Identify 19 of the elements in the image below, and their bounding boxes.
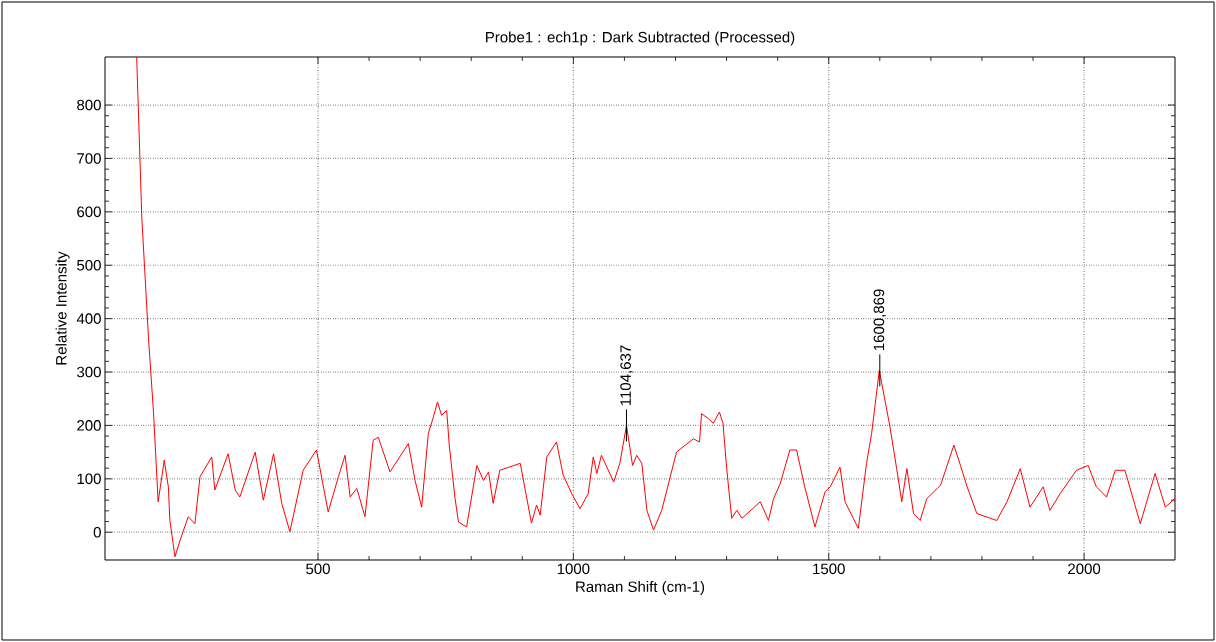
annotation: 1600,869 [873,289,886,351]
y-tick-label: 0 [93,526,101,538]
y-tick-label: 200 [77,420,101,431]
chart-title: Probe1 : ech1p : Dark Subtracted (Processed) [486,31,795,46]
line-series [136,56,1175,558]
y-tick-label: 300 [77,366,101,378]
y-tick-label: 500 [77,259,101,271]
x-tick-label: 2000 [1068,563,1101,575]
x-tick-label: 1500 [813,563,845,575]
y-tick-label: 800 [77,99,101,111]
y-tick-label: 400 [76,313,101,324]
annotation: 1104,637 [620,345,633,406]
x-tick-label: 500 [306,563,330,575]
y-tick-label: 100 [77,473,101,485]
y-tick-label: 700 [77,153,101,164]
y-axis-title: Relative Intensity [55,251,70,365]
y-tick-label: 600 [77,206,101,218]
x-axis-title: Raman Shift (cm-1) [576,581,705,595]
x-tick-label: 1000 [557,563,590,575]
